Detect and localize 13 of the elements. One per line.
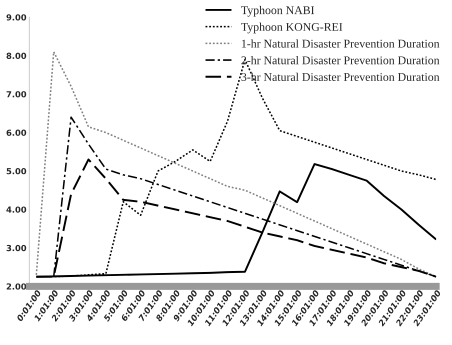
y-tick-label: 4.00 (6, 206, 26, 213)
legend-label: Typhoon KONG-REI (241, 22, 342, 34)
y-tick-label: 8.00 (6, 52, 26, 59)
y-tick-label: 7.00 (6, 91, 26, 98)
y-tick-label: 6.00 (6, 130, 26, 136)
y-tick-label: 5.00 (6, 168, 26, 174)
y-tick-label: 2.00 (6, 283, 26, 290)
legend-label: 1-hr Natural Disaster Prevention Duration (242, 39, 440, 48)
legend-label: 3-hr Natural Disaster Prevention Duration (241, 72, 440, 81)
legend-label: 2-hr Natural Disaster Prevention Duration (241, 56, 440, 64)
legend-label: Typhoon NABI (241, 6, 314, 17)
y-tick-label: 9.00 (6, 14, 26, 21)
y-tick-label: 3.00 (6, 244, 26, 252)
